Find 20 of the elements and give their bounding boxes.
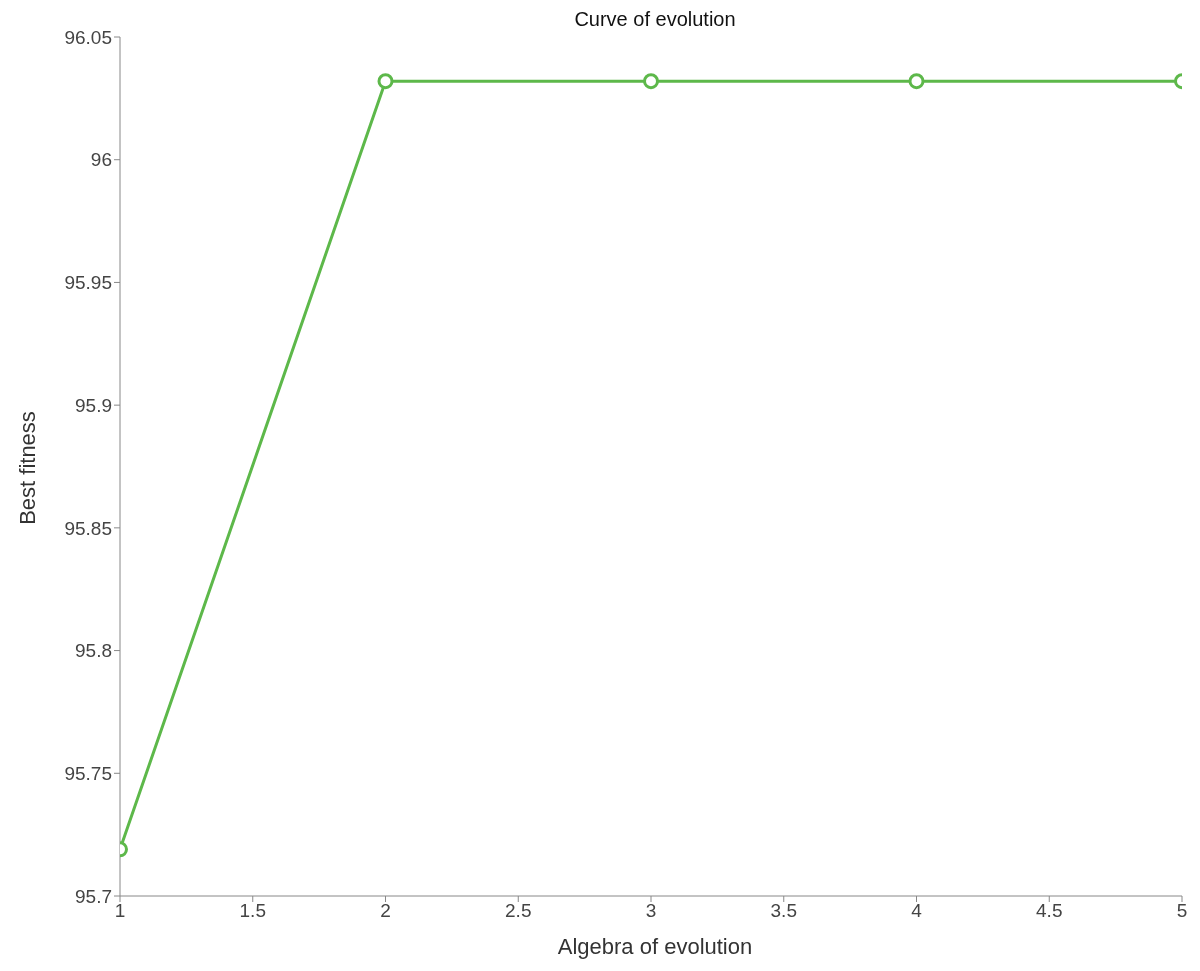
x-tick-label: 1.5 [239, 900, 266, 922]
y-tick-label: 95.7 [75, 885, 112, 907]
y-tick-label: 96 [90, 149, 112, 171]
x-tick-label: 2.5 [505, 900, 532, 922]
y-tick-label: 95.85 [64, 517, 112, 539]
chart-title: Curve of evolution [573, 8, 737, 31]
x-tick-label: 3.5 [770, 900, 797, 922]
y-tick-label: 95.8 [75, 640, 112, 662]
x-tick-label: 3 [645, 900, 657, 922]
x-tick-label: 4 [911, 900, 923, 922]
x-tick-label: 4.5 [1036, 900, 1063, 922]
y-tick-label: 95.75 [64, 763, 112, 785]
y-tick-label: 96.05 [64, 26, 112, 48]
y-tick-label: 95.9 [75, 394, 112, 416]
x-axis-title: Algebra of evolution [556, 934, 754, 960]
x-tick-label: 5 [1176, 900, 1188, 922]
x-tick-label: 2 [380, 900, 391, 922]
y-axis-title: Best fitness [15, 411, 41, 525]
y-tick-label: 95.95 [64, 272, 112, 294]
x-tick-label: 1 [114, 900, 126, 922]
